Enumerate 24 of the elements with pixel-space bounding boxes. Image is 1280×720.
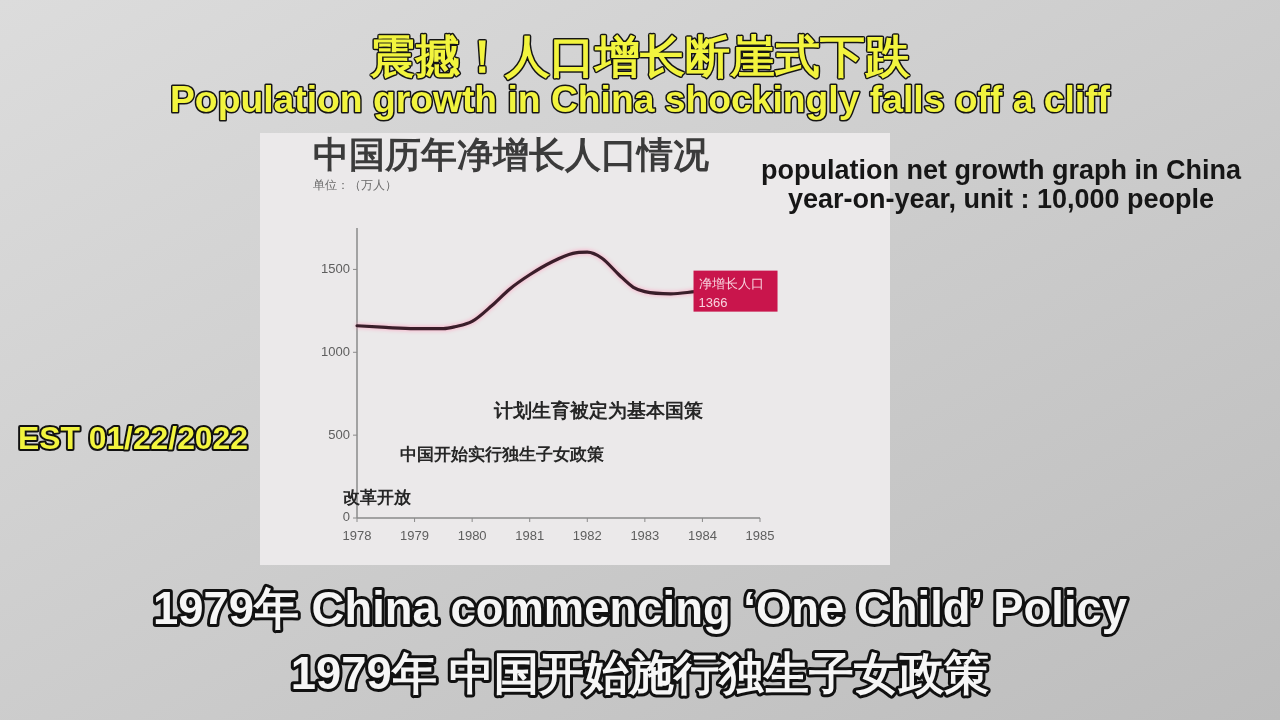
annotation: EST 01/22/2022 [18, 420, 248, 456]
x-tick-label: 1985 [745, 528, 775, 543]
x-tick-label: 1979 [400, 528, 430, 543]
x-tick-label: 1982 [572, 528, 602, 543]
x-tick-label: 1984 [687, 528, 717, 543]
annotation: 震撼！人口增长断崖式下跌 [370, 32, 910, 81]
x-tick-label: 1980 [457, 528, 487, 543]
annotation: 改革开放 [343, 487, 411, 507]
annotation: 1979年 中国开始施行独生子女政策 [290, 648, 990, 699]
annotation: 1979年 China commencing ‘One Child’ Policy [152, 583, 1128, 634]
y-tick-label: 1500 [321, 260, 350, 276]
x-tick-label: 1983 [630, 528, 660, 543]
y-tick-label: 1000 [321, 343, 350, 359]
annotation: 计划生育被定为基本国策 [494, 399, 703, 421]
y-tick-label: 0 [342, 509, 350, 525]
x-tick-label: 1981 [515, 528, 545, 543]
annotation: population net growth graph in China year-on-year, unit : 10,000 people [761, 155, 1241, 214]
series-label: 净增长人口 [698, 275, 764, 291]
data-label: 1366 [698, 294, 728, 310]
annotation: 中国开始实行独生子女政策 [400, 444, 604, 464]
chart-title: 中国历年净增长人口情况 [313, 135, 709, 175]
x-tick-label: 1978 [342, 528, 372, 543]
y-tick-label: 500 [328, 426, 350, 442]
chart-subtitle: 单位：（万人） [313, 178, 397, 192]
